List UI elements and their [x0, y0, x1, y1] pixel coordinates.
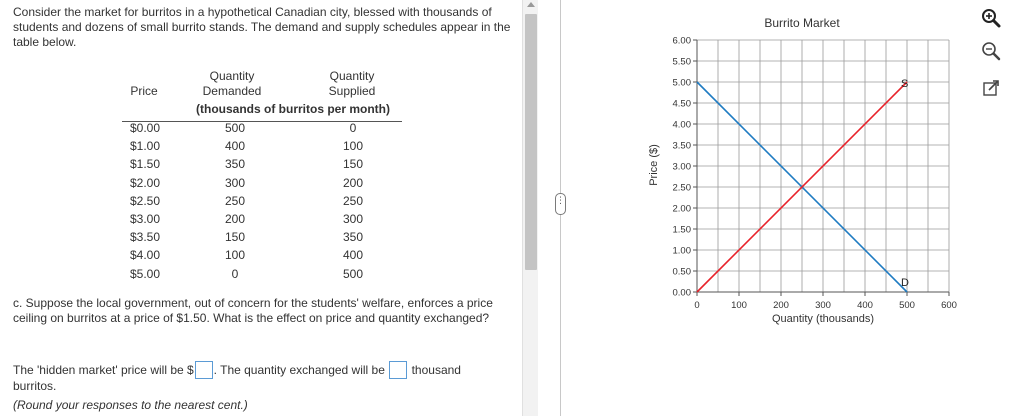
x-tick-label: 100 — [731, 300, 747, 311]
qd-cell: 150 — [224, 230, 246, 245]
zoom-out-button[interactable] — [980, 40, 1002, 62]
y-tick-label: 5.00 — [673, 78, 692, 89]
qd-cell: 100 — [224, 248, 246, 263]
answer-suffix: thousand — [411, 362, 461, 377]
y-tick-label: 0.50 — [673, 267, 692, 278]
qs-cell: 250 — [342, 193, 364, 208]
demand-label: D — [901, 277, 909, 289]
vertical-scrollbar[interactable] — [522, 0, 538, 416]
price-cell: $3.50 — [130, 230, 161, 245]
y-tick-label: 2.50 — [673, 183, 692, 194]
x-tick-label: 300 — [815, 300, 831, 311]
price-cell: $2.50 — [130, 193, 161, 208]
intro-text: Consider the market for burritos in a hy… — [13, 5, 511, 49]
qd-cell: 400 — [224, 139, 246, 154]
zoom-in-icon — [982, 9, 1001, 28]
open-new-window-icon — [983, 80, 999, 96]
col-qs-header: Quantity Supplied — [328, 69, 376, 98]
price-cell: $1.50 — [130, 157, 161, 172]
price-cell: $2.00 — [130, 175, 161, 190]
price-cell: $1.00 — [130, 139, 161, 154]
qd-cell: 500 — [224, 121, 246, 135]
y-tick-label: 3.00 — [673, 162, 692, 173]
qs-cell: 150 — [342, 157, 364, 172]
answer-line-2: burritos. — [13, 379, 57, 393]
qs-cell: 200 — [342, 175, 364, 190]
x-tick-label: 500 — [899, 300, 915, 311]
qd-cell: 0 — [231, 266, 239, 281]
qs-cell: 100 — [342, 139, 364, 154]
qs-cell: 350 — [342, 230, 364, 245]
table-units-header: (thousands of burritos per month) — [196, 102, 390, 116]
table-header-rule — [122, 121, 402, 122]
pane-resize-handle[interactable]: ⋮ — [555, 193, 566, 215]
y-tick-label: 1.00 — [673, 246, 692, 257]
chart-series: DS — [696, 78, 909, 293]
answer-line: The 'hidden market' price will be $ . The… — [13, 360, 461, 379]
x-axis-label: Quantity (thousands) — [772, 313, 874, 325]
scroll-up-arrow-icon[interactable] — [527, 2, 535, 7]
col-price-header: Price — [130, 84, 158, 98]
answer-middle: . The quantity exchanged will be — [213, 362, 385, 377]
qs-cell: 400 — [342, 248, 364, 263]
col-qd-header: Quantity Demanded — [202, 69, 262, 98]
zoom-out-icon — [982, 42, 1001, 61]
supply-curve — [696, 81, 908, 293]
y-tick-label: 4.50 — [673, 99, 692, 110]
chart-title: Burrito Market — [764, 16, 840, 30]
price-cell: $0.00 — [130, 121, 161, 135]
qs-cell: 300 — [342, 212, 364, 226]
chart-ticks: 0.00 0.50 1.00 1.50 2.00 2.50 3.00 3.50 4.00 4.50… — [673, 36, 957, 312]
scrollbar-thumb[interactable] — [525, 14, 537, 270]
answer-prefix: The 'hidden market' price will be $ — [13, 362, 194, 377]
x-tick-label: 600 — [941, 300, 957, 311]
qs-cell: 500 — [342, 266, 364, 281]
y-tick-label: 6.00 — [673, 36, 692, 47]
table-row: $2.00 300 200 — [0, 174, 400, 192]
qd-cell: 250 — [224, 193, 246, 208]
price-cell: $5.00 — [130, 266, 161, 281]
y-tick-label: 2.00 — [673, 204, 692, 215]
qd-cell: 350 — [224, 157, 246, 172]
table-row: $0.00 500 0 — [0, 119, 400, 137]
y-tick-label: 4.00 — [673, 120, 692, 131]
y-tick-label: 0.00 — [673, 288, 692, 299]
qd-cell: 200 — [224, 212, 246, 226]
table-row: $2.50 250 250 — [0, 192, 400, 210]
table-row: $4.00 100 400 — [0, 246, 400, 264]
open-new-window-button[interactable] — [980, 77, 1002, 99]
price-answer-input[interactable] — [194, 360, 213, 379]
table-row: $5.00 0 500 — [0, 265, 400, 283]
price-cell: $4.00 — [130, 248, 161, 263]
zoom-in-button[interactable] — [980, 7, 1002, 29]
burrito-market-chart: Burrito Market Price ($) Quantity (thous… — [648, 16, 957, 325]
y-tick-label: 1.50 — [673, 225, 692, 236]
y-tick-label: 3.50 — [673, 141, 692, 152]
table-row: $3.50 150 350 — [0, 228, 400, 246]
y-axis-label: Price ($) — [648, 144, 660, 186]
table-row: $3.00 200 300 — [0, 210, 400, 228]
table-row: $1.50 350 150 — [0, 155, 400, 173]
x-tick-label: 400 — [857, 300, 873, 311]
quantity-answer-input[interactable] — [389, 360, 408, 379]
table-row: $1.00 400 100 — [0, 137, 400, 155]
x-tick-label: 0 — [694, 300, 699, 311]
price-cell: $3.00 — [130, 212, 161, 226]
supply-label: S — [901, 78, 908, 90]
qd-cell: 300 — [224, 175, 246, 190]
problem-pane: Consider the market for burritos in a hy… — [0, 5, 511, 412]
question-text: c. Suppose the local government, out of … — [13, 296, 493, 325]
x-tick-label: 200 — [773, 300, 789, 311]
y-tick-label: 5.50 — [673, 57, 692, 68]
qs-cell: 0 — [349, 121, 357, 135]
rounding-note: (Round your responses to the nearest cen… — [13, 398, 248, 412]
